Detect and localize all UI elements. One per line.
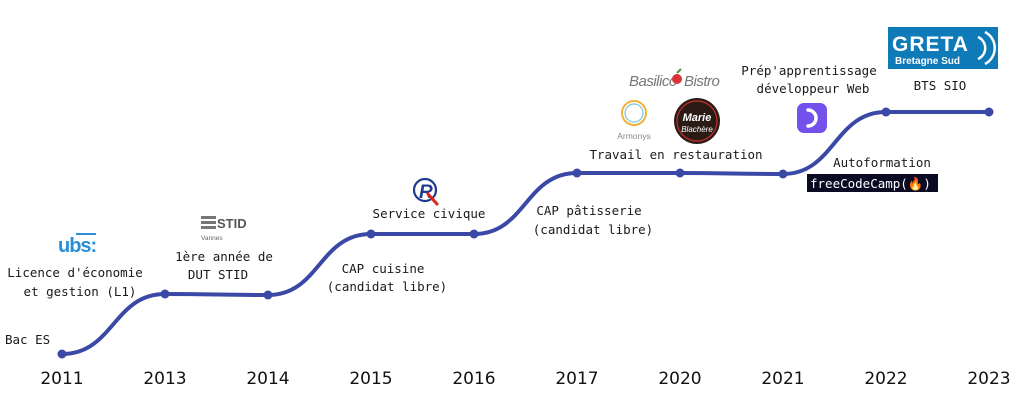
- year-label: 2016: [452, 369, 495, 389]
- year-label: 2021: [761, 369, 804, 389]
- openclassrooms-logo: [797, 103, 827, 133]
- stid-logo: STID Vannes: [201, 216, 247, 242]
- timeline-point-2023: [984, 107, 994, 117]
- timeline-point-2017: [572, 168, 582, 178]
- svg-text:GRETA: GRETA: [892, 33, 969, 56]
- timeline-point-2011: [57, 349, 67, 359]
- year-label: 2011: [40, 369, 83, 389]
- ubs-university-logo: ubs:: [58, 233, 97, 257]
- svg-text:Bistro: Bistro: [684, 73, 720, 90]
- year-label: 2017: [555, 369, 598, 389]
- greta-logo: GRETA Bretagne Sud: [888, 27, 998, 69]
- timeline-point-2016: [469, 229, 479, 239]
- event-label-cap-cuisine: CAP cuisine: [342, 261, 425, 276]
- year-label: 2023: [967, 369, 1010, 389]
- timeline-point-2020: [675, 168, 685, 178]
- svg-text:STID: STID: [217, 216, 247, 231]
- armonys-logo: Armonys: [617, 100, 651, 141]
- event-label-dut: 1ère année de: [175, 249, 273, 264]
- timeline-curve: [60, 109, 991, 356]
- year-label: 2014: [246, 369, 289, 389]
- event-labels: Bac ES Licence d'économie et gestion (L1…: [5, 63, 966, 347]
- event-label-licence: Licence d'économie: [7, 265, 142, 280]
- event-label-autoformation: Autoformation: [833, 155, 931, 170]
- year-axis: 2011 2013 2014 2015 2016 2017 2020 2021 …: [40, 369, 1010, 389]
- svg-text:Bretagne Sud: Bretagne Sud: [895, 56, 960, 67]
- timeline-points: [57, 107, 994, 359]
- year-label: 2015: [349, 369, 392, 389]
- svg-text:R: R: [419, 182, 433, 203]
- freecodecamp-logo: freeCodeCamp(🔥): [807, 174, 938, 192]
- svg-text:freeCodeCamp(🔥): freeCodeCamp(🔥): [810, 176, 931, 191]
- event-label-service-civique: Service civique: [373, 206, 486, 221]
- svg-text:Basilico: Basilico: [629, 73, 677, 90]
- event-label-cap-patisserie: (candidat libre): [533, 222, 653, 237]
- event-label-cap-cuisine: (candidat libre): [327, 279, 447, 294]
- event-label-prep-apprentissage: Prép'apprentissage: [741, 63, 876, 78]
- marie-blachere-logo: Marie Blachère: [674, 98, 720, 144]
- basilico-bistro-logo: Basilico Bistro: [629, 68, 720, 90]
- timeline-point-2013: [160, 289, 170, 299]
- event-label-restauration: Travail en restauration: [589, 147, 762, 162]
- svg-text:Vannes: Vannes: [201, 235, 223, 242]
- service-civique-r-logo: R: [412, 177, 439, 206]
- timeline-point-2014: [263, 290, 273, 300]
- year-label: 2013: [143, 369, 186, 389]
- timeline-point-2022: [881, 107, 891, 117]
- timeline-point-2021: [778, 169, 788, 179]
- year-label: 2022: [864, 369, 907, 389]
- timeline-point-2015: [366, 229, 376, 239]
- svg-text:Blachère: Blachère: [681, 125, 713, 134]
- event-label-bts: BTS SIO: [914, 78, 967, 93]
- event-label-cap-patisserie: CAP pâtisserie: [536, 203, 641, 218]
- svg-text:Armonys: Armonys: [617, 131, 651, 141]
- event-label-dut: DUT STID: [188, 267, 248, 282]
- svg-text:ubs:: ubs:: [58, 235, 96, 257]
- svg-text:Marie: Marie: [683, 112, 712, 124]
- event-label-bac: Bac ES: [5, 332, 50, 347]
- event-label-prep-apprentissage: développeur Web: [757, 81, 870, 96]
- year-label: 2020: [658, 369, 701, 389]
- event-label-licence: et gestion (L1): [24, 284, 137, 299]
